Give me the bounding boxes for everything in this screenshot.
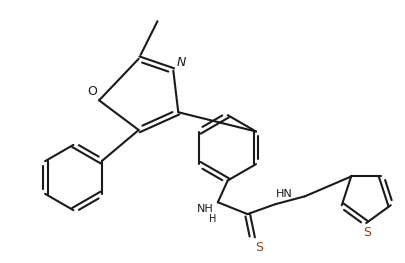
Text: HN: HN [275, 189, 292, 199]
Text: O: O [87, 85, 97, 98]
Text: S: S [362, 226, 370, 239]
Text: S: S [255, 241, 263, 254]
Text: H: H [209, 214, 216, 224]
Text: NH: NH [197, 204, 213, 214]
Text: N: N [176, 56, 185, 69]
